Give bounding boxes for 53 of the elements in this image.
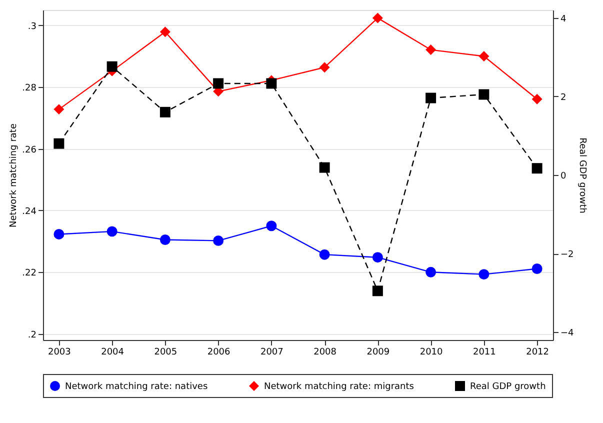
y2-axis-title: Real GDP growth <box>576 138 587 214</box>
point <box>478 269 490 280</box>
y2-tick-label: −4 <box>560 328 574 339</box>
point <box>426 92 436 104</box>
point <box>532 94 542 104</box>
x-tick-label: 2007 <box>260 348 284 358</box>
point <box>160 26 170 38</box>
legend-label: Real GDP growth <box>470 382 546 392</box>
point <box>319 249 330 260</box>
legend-label: Network matching rate: natives <box>65 382 208 392</box>
x-tick-label: 2010 <box>420 348 444 358</box>
point <box>160 106 170 118</box>
y-tick-label: .26 <box>22 145 37 156</box>
y2-tick-label: −2 <box>560 250 574 260</box>
point <box>54 104 64 115</box>
point <box>266 220 277 232</box>
x-tick-label: 2005 <box>154 348 178 358</box>
legend-label: Network matching rate: migrants <box>264 382 414 392</box>
point <box>426 44 436 56</box>
y-tick-label: .28 <box>22 84 37 94</box>
point <box>266 78 277 89</box>
y-tick-label: .22 <box>22 268 36 279</box>
point <box>106 61 118 72</box>
point <box>372 12 383 24</box>
point <box>213 78 224 89</box>
point <box>532 264 542 274</box>
y2-tick-label: 4 <box>560 14 566 24</box>
x-tick-label: 2012 <box>526 348 550 358</box>
point <box>54 138 64 149</box>
point <box>372 252 383 263</box>
x-tick-label: 2006 <box>207 348 231 358</box>
point <box>478 89 490 100</box>
x-tick-label: 2011 <box>472 348 496 358</box>
x-tick-label: 2009 <box>366 348 390 358</box>
y-axis-title: Network matching rate <box>9 123 20 228</box>
x-tick-label: 2003 <box>48 348 71 358</box>
x-tick-label: 2008 <box>314 348 337 358</box>
x-tick-label: 2004 <box>101 348 124 358</box>
point <box>319 62 330 73</box>
point <box>372 286 383 296</box>
y-tick-label: .2 <box>28 330 36 340</box>
point <box>106 226 118 237</box>
point <box>319 162 330 173</box>
point <box>160 234 170 245</box>
point <box>426 266 436 278</box>
point <box>532 163 542 174</box>
y-tick-label: .24 <box>22 206 37 217</box>
point <box>478 51 490 62</box>
y-tick-label: .3 <box>28 22 36 32</box>
y2-tick-label: 0 <box>560 172 566 182</box>
y2-tick-label: 2 <box>560 92 566 103</box>
point <box>213 235 224 246</box>
point <box>54 228 64 240</box>
